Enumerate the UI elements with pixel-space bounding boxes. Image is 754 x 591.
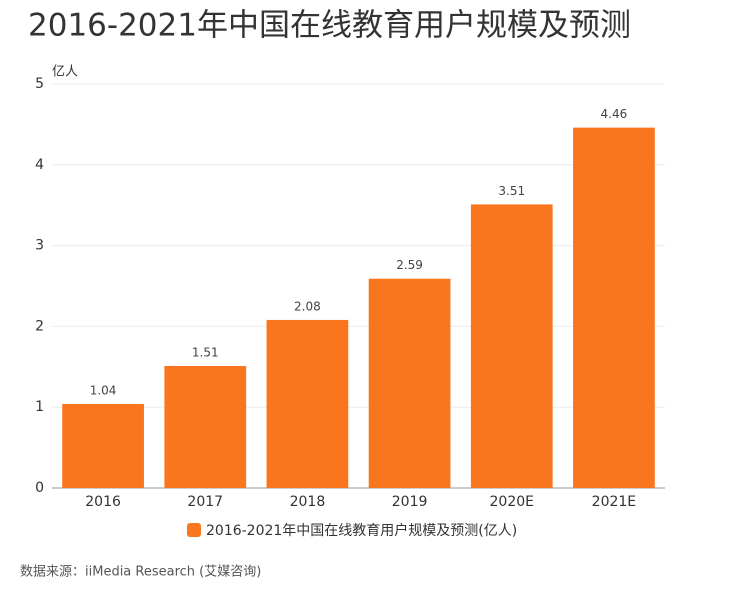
bar (470, 204, 553, 488)
x-tick-label: 2016 (85, 494, 121, 510)
legend-label: 2016-2021年中国在线教育用户规模及预测(亿人) (206, 522, 517, 539)
data-label: 2.59 (396, 258, 423, 272)
x-tick-label: 2020E (490, 494, 534, 510)
data-label: 3.51 (498, 184, 525, 198)
data-label: 4.46 (601, 107, 628, 121)
bar (368, 278, 451, 488)
source-note: 数据来源：iiMedia Research (艾媒咨询) (20, 565, 261, 580)
x-tick-label: 2021E (592, 494, 636, 510)
chart-title: 2016-2021年中国在线教育用户规模及预测 (28, 8, 631, 44)
bar (573, 127, 655, 488)
bar (266, 319, 349, 488)
bar (62, 403, 144, 488)
y-tick-label: 1 (35, 399, 44, 415)
data-label: 1.51 (192, 345, 219, 359)
y-tick-label: 0 (35, 480, 44, 496)
y-axis-label: 亿人 (52, 65, 78, 80)
x-tick-label: 2018 (290, 494, 326, 510)
bar (164, 365, 247, 488)
data-label: 2.08 (294, 299, 321, 313)
x-tick-label: 2019 (392, 494, 428, 510)
y-tick-label: 2 (35, 318, 44, 334)
x-tick-label: 2017 (187, 494, 223, 510)
legend-swatch (187, 523, 201, 537)
y-tick-label: 4 (35, 157, 44, 173)
y-tick-label: 5 (35, 76, 44, 92)
data-label: 1.04 (90, 383, 117, 397)
y-tick-label: 3 (35, 238, 44, 254)
